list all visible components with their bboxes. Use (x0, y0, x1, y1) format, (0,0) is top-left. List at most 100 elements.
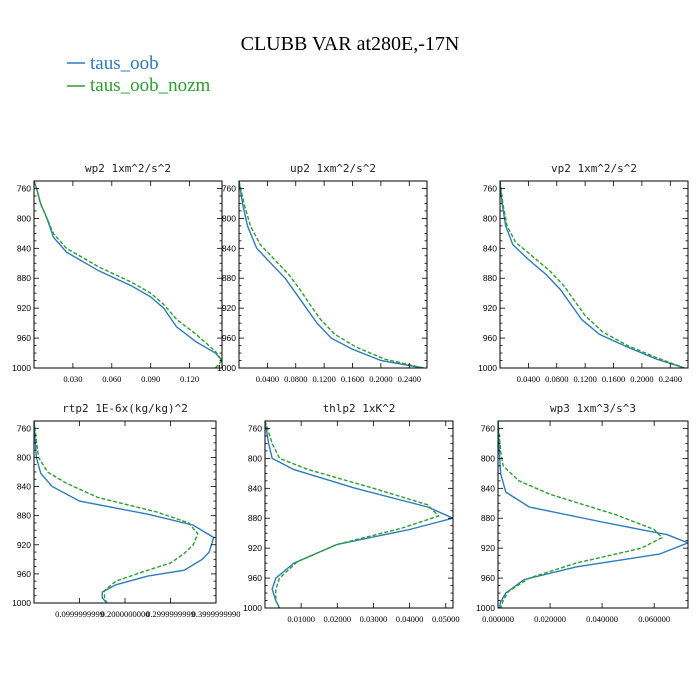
y-tick-label: 880 (248, 513, 262, 523)
chart-panel-3: rtp2 1E-6x(kg/kg)^2 760 800 840 880 920 960 100… (12, 402, 240, 619)
x-tick-label: 0.2400 (398, 374, 421, 384)
panel-frame (264, 420, 454, 609)
y-tick-label: 760 (17, 423, 31, 433)
chart-panel-2: vp2 1xm^2/s^2 760 800 840 880 920 960 1000 0.040… (478, 162, 689, 384)
legend-label-1: taus_oob_nozm (90, 75, 211, 96)
y-tick-label: 960 (248, 573, 262, 583)
series-line-taus_oob (239, 181, 424, 368)
x-tick-label: 0.03000 (360, 614, 388, 624)
x-tick-label: 0.090 (141, 374, 160, 384)
x-tick-label: 0.060000 (638, 614, 670, 624)
legend: taus_oob taus_oob_nozm (67, 53, 211, 96)
series-line-taus_oob_nozm (265, 421, 440, 608)
y-tick-label: 800 (481, 453, 495, 463)
y-tick-label: 960 (483, 333, 497, 343)
y-tick-label: 920 (248, 543, 262, 553)
y-tick-label: 760 (17, 183, 31, 193)
y-tick-label: 840 (17, 243, 31, 253)
panel-title: vp2 1xm^2/s^2 (551, 162, 637, 175)
y-tick-label: 840 (222, 243, 236, 253)
y-tick-label: 920 (222, 303, 236, 313)
chart-panel-4: thlp2 1xK^2 760 800 840 880 920 960 1000 0.01000… (243, 402, 460, 624)
x-tick-label: 0.0400 (256, 374, 279, 384)
x-tick-label: 0.3999999990 (192, 609, 241, 619)
figure-title: CLUBB VAR at280E,-17N (241, 33, 460, 55)
y-tick-label: 880 (481, 513, 495, 523)
series-line-taus_oob (265, 421, 453, 608)
panel-title: up2 1xm^2/s^2 (290, 162, 376, 175)
x-tick-label: 0.2000 (369, 374, 392, 384)
y-tick-label: 1000 (12, 598, 31, 608)
y-tick-label: 960 (17, 333, 31, 343)
x-tick-label: 0.2000000000 (101, 609, 150, 619)
series-line-taus_oob_nozm (498, 421, 664, 608)
y-tick-label: 960 (481, 573, 495, 583)
x-tick-label: 0.2999999999 (146, 609, 195, 619)
y-tick-label: 800 (17, 213, 31, 223)
y-tick-label: 840 (248, 483, 262, 493)
x-tick-label: 0.01000 (287, 614, 315, 624)
x-tick-label: 0.1200 (573, 374, 596, 384)
y-tick-label: 920 (483, 303, 497, 313)
panel-frame (497, 420, 689, 609)
y-tick-label: 840 (483, 243, 497, 253)
panel-title: rtp2 1E-6x(kg/kg)^2 (62, 402, 188, 415)
series-line-taus_oob_nozm (500, 181, 685, 368)
x-tick-label: 0.0999999999 (55, 609, 104, 619)
y-tick-label: 760 (248, 423, 262, 433)
panel-frame (499, 180, 689, 369)
chart-panel-5: wp3 1xm^3/s^3 760 800 840 880 920 960 10000.000… (476, 402, 689, 624)
x-tick-label: 0.1200 (312, 374, 335, 384)
y-tick-label: 1000 (478, 363, 497, 373)
series-line-taus_oob_nozm (239, 181, 424, 368)
panel-title: wp3 1xm^3/s^3 (550, 402, 636, 415)
y-tick-label: 1000 (217, 363, 236, 373)
panel-frame (238, 180, 428, 369)
panel-frame (33, 180, 223, 369)
y-tick-label: 920 (481, 543, 495, 553)
x-tick-label: 0.1600 (602, 374, 625, 384)
x-tick-label: 0.0400 (517, 374, 540, 384)
x-tick-label: 0.2400 (659, 374, 682, 384)
x-tick-label: 0.2000 (630, 374, 653, 384)
series-line-taus_oob_nozm (34, 421, 199, 603)
y-tick-label: 840 (17, 482, 31, 492)
x-tick-label: 0.030 (63, 374, 82, 384)
x-tick-label: 0.040000 (586, 614, 618, 624)
y-tick-label: 1000 (12, 363, 31, 373)
y-tick-label: 760 (481, 423, 495, 433)
x-tick-label: 0.120 (180, 374, 199, 384)
x-tick-label: 0.1600 (341, 374, 364, 384)
y-tick-label: 800 (17, 452, 31, 462)
x-tick-label: 0.05000 (432, 614, 460, 624)
y-tick-label: 840 (481, 483, 495, 493)
panel-title: thlp2 1xK^2 (323, 402, 396, 415)
x-tick-label: 0.0800 (284, 374, 307, 384)
x-tick-label: 0.0800 (545, 374, 568, 384)
y-tick-label: 960 (17, 569, 31, 579)
x-tick-label: 0.020000 (534, 614, 566, 624)
x-tick-label: 0.02000 (323, 614, 351, 624)
series-line-taus_oob (34, 181, 222, 362)
y-tick-label: 960 (222, 333, 236, 343)
series-line-taus_oob (500, 181, 685, 368)
y-tick-label: 880 (222, 273, 236, 283)
y-tick-label: 760 (222, 183, 236, 193)
y-tick-label: 920 (17, 540, 31, 550)
x-tick-label: 0.000000 (482, 614, 514, 624)
chart-panel-1: up2 1xm^2/s^2 760 800 840 880 920 960 1000 0.040… (217, 162, 428, 384)
y-tick-label: 880 (17, 273, 31, 283)
y-tick-label: 1000 (243, 603, 262, 613)
y-tick-label: 800 (222, 213, 236, 223)
x-tick-label: 0.060 (102, 374, 121, 384)
y-tick-label: 800 (248, 453, 262, 463)
chart-panels: wp2 1xm^2/s^2 760 800 840 880 920 960 1000 0.030… (12, 162, 689, 624)
chart-panel-0: wp2 1xm^2/s^2 760 800 840 880 920 960 1000 0.030… (12, 162, 223, 384)
y-tick-label: 880 (483, 273, 497, 283)
y-tick-label: 920 (17, 303, 31, 313)
y-tick-label: 880 (17, 511, 31, 521)
y-tick-label: 760 (483, 183, 497, 193)
panel-title: wp2 1xm^2/s^2 (85, 162, 171, 175)
